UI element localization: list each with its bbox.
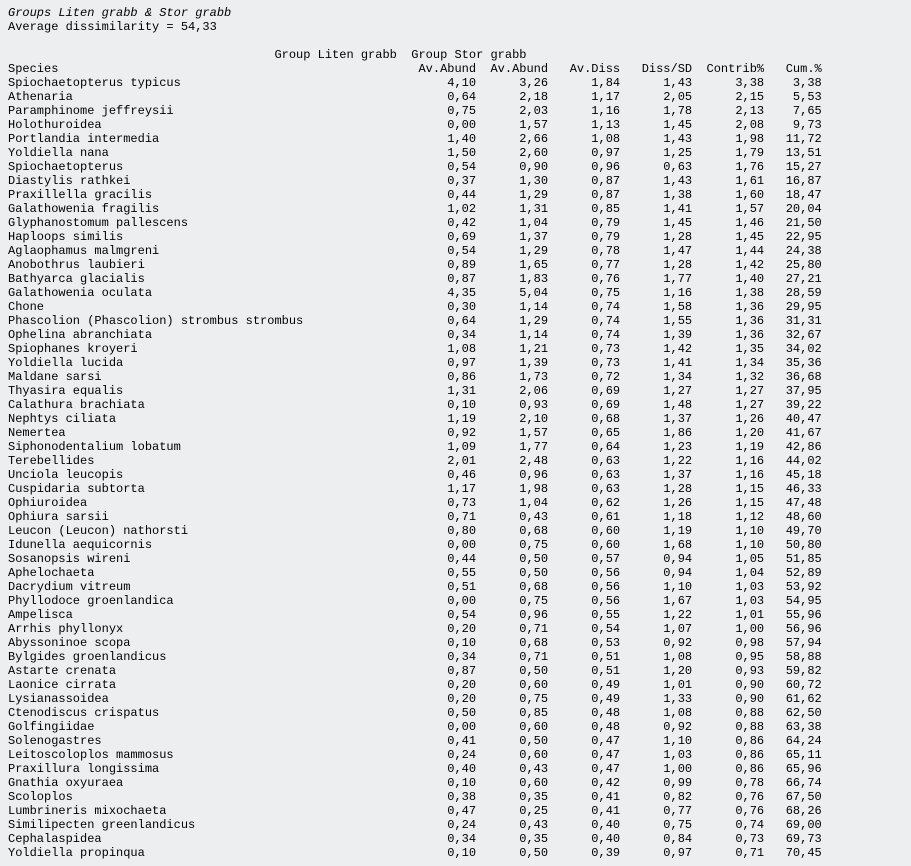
blank-line bbox=[8, 34, 903, 48]
table-body: Spiochaetopterus typicus 4,10 3,26 1,84 … bbox=[8, 76, 903, 860]
table-header: Group Liten grabb Group Stor grabb Speci… bbox=[8, 48, 903, 76]
avg-dissimilarity: Average dissimilarity = 54,33 bbox=[8, 20, 903, 34]
groups-title: Groups Liten grabb & Stor grabb bbox=[8, 6, 903, 20]
